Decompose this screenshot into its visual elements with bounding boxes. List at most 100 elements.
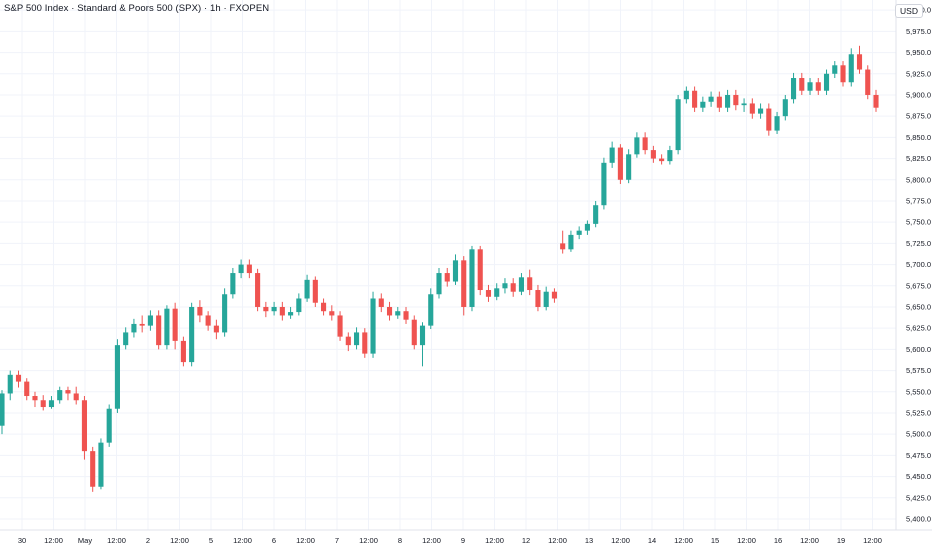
currency-label[interactable]: USD	[895, 4, 923, 18]
price-tick-label: 5,750.0	[906, 218, 931, 227]
candle-body	[213, 325, 219, 333]
time-tick-label: 12:00	[296, 536, 315, 545]
candle	[296, 293, 302, 316]
candle	[345, 332, 351, 352]
candle-body	[296, 298, 302, 313]
candle	[543, 286, 549, 311]
time-tick-label: 12:00	[44, 536, 63, 545]
time-axis[interactable]: 30 12:00 May 12:00 2 12:00 5 12:00 6 12:00 7 12:00 8…	[18, 536, 882, 545]
candle	[856, 45, 863, 74]
candle-body	[238, 264, 244, 274]
candle-body	[667, 150, 673, 162]
candle	[576, 226, 582, 240]
candle-body	[370, 298, 376, 354]
candle-body	[0, 393, 5, 426]
candle-body	[48, 400, 55, 408]
candle-body	[230, 273, 236, 295]
candle	[7, 370, 13, 401]
candle-body	[246, 264, 252, 274]
candle	[279, 301, 285, 321]
price-tick-label: 5,775.0	[906, 196, 931, 205]
candle-body	[24, 381, 30, 397]
candle-body	[123, 332, 129, 346]
price-tick-label: 5,600.0	[906, 345, 931, 354]
candle	[139, 315, 145, 333]
price-tick-label: 5,900.0	[906, 90, 931, 99]
candle	[626, 149, 632, 184]
time-tick-label: 12:00	[674, 536, 693, 545]
candle	[823, 69, 830, 95]
candle	[411, 315, 417, 350]
candle	[386, 301, 393, 321]
candle-body	[807, 82, 813, 91]
candle	[832, 61, 838, 79]
candle-body	[444, 273, 450, 282]
candle	[873, 89, 879, 112]
candle-body	[329, 311, 335, 316]
candle	[865, 65, 871, 100]
time-tick-label: 30	[18, 536, 26, 545]
candle-body	[197, 306, 203, 316]
candle	[180, 336, 186, 367]
price-tick-label: 5,875.0	[906, 112, 931, 121]
candle	[790, 72, 797, 104]
candle	[560, 230, 566, 254]
candle-body	[362, 332, 368, 354]
candle-body	[692, 90, 698, 108]
candle-body	[81, 400, 88, 452]
candle	[40, 395, 46, 411]
time-tick-label: 2	[146, 536, 150, 545]
candle-body	[741, 103, 747, 106]
candle	[353, 327, 360, 350]
candle-body	[708, 96, 714, 102]
candle-body	[502, 283, 508, 289]
candle-body	[164, 308, 170, 346]
time-tick-label: 12	[522, 536, 530, 545]
candle	[370, 291, 376, 358]
candle	[774, 111, 780, 134]
candle	[65, 386, 71, 401]
candle-body	[304, 279, 310, 299]
candle	[205, 311, 211, 331]
price-tick-label: 5,500.0	[906, 430, 931, 439]
candle-body	[378, 298, 384, 307]
candle	[131, 318, 137, 338]
time-tick-label: 15	[711, 536, 719, 545]
candle	[288, 306, 294, 319]
price-axis[interactable]: 5,400.0 5,425.0 5,450.0 5,475.0 5,500.0 5,525…	[906, 6, 931, 524]
candle-body	[758, 108, 764, 114]
candle-body	[114, 345, 120, 409]
candle	[469, 245, 475, 312]
candle	[213, 319, 219, 340]
time-tick-label: 12:00	[800, 536, 819, 545]
candle-body	[832, 65, 838, 74]
candle	[57, 386, 63, 404]
candle	[518, 273, 525, 296]
candle-body	[353, 332, 360, 346]
candle	[98, 438, 104, 490]
candle	[683, 86, 689, 104]
time-tick-label: 14	[648, 536, 656, 545]
candle-body	[411, 319, 417, 346]
candle	[741, 98, 747, 112]
candle	[782, 94, 788, 121]
price-tick-label: 5,425.0	[906, 493, 931, 502]
candle-body	[716, 96, 722, 108]
time-tick-label: 7	[335, 536, 339, 545]
candle-body	[279, 306, 285, 316]
candle-body	[584, 223, 590, 231]
candle-body	[452, 260, 459, 282]
candle-body	[617, 147, 623, 180]
candle	[667, 145, 673, 165]
candle	[246, 259, 252, 279]
time-tick-label: 6	[272, 536, 276, 545]
candle	[799, 72, 805, 95]
time-tick-label: 16	[774, 536, 782, 545]
candle	[378, 293, 384, 313]
candle	[807, 78, 813, 95]
candle	[725, 89, 731, 112]
candle-body	[815, 82, 821, 91]
candle-body	[766, 108, 772, 131]
candle-body	[527, 277, 533, 291]
